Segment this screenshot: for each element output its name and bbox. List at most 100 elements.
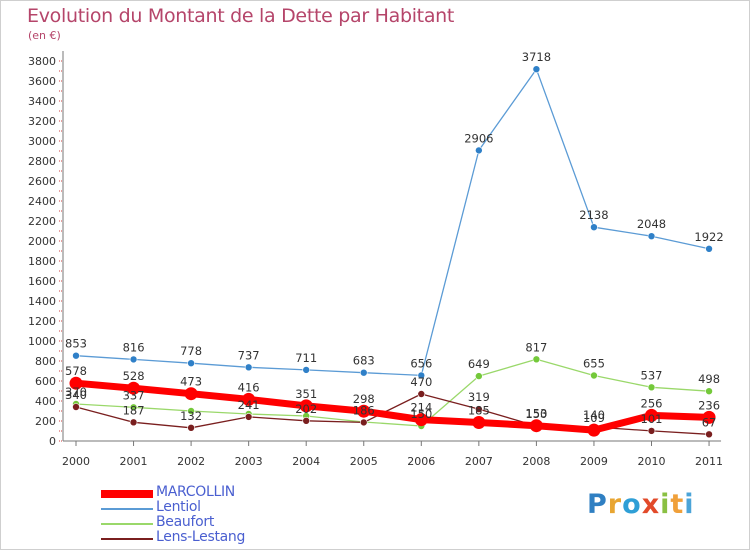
data-label: 655: [583, 357, 605, 371]
y-tick-label: 3600: [28, 75, 56, 88]
data-label: 3718: [522, 50, 551, 64]
data-label: 153: [525, 407, 547, 421]
legend-label: Lens-Lestang: [156, 529, 246, 545]
y-tick-label: 3400: [28, 95, 56, 108]
point-lens-lestang: [72, 403, 80, 411]
data-label: 109: [583, 411, 605, 425]
y-tick-label: 200: [35, 415, 56, 428]
point-beaufort: [532, 355, 541, 364]
data-label: 2048: [637, 217, 666, 231]
data-label: 256: [641, 396, 663, 410]
x-tick-label: 2001: [120, 455, 148, 468]
data-label: 214: [410, 401, 432, 415]
data-label: 537: [641, 368, 663, 382]
point-lentiol: [705, 245, 713, 253]
y-tick-label: 400: [35, 395, 56, 408]
y-tick-label: 1200: [28, 315, 56, 328]
axes: 0 200 400 600 800 1000 1200 1400 1600 1800 2000 220…: [28, 51, 723, 468]
point-lentiol: [187, 359, 195, 368]
point-lentiol: [302, 366, 311, 374]
point-lens-lestang: [359, 418, 368, 427]
data-label: 241: [238, 398, 260, 412]
x-tick-label: 2010: [638, 455, 666, 468]
data-label: 101: [641, 412, 663, 426]
data-label: 470: [410, 375, 432, 389]
data-label: 236: [698, 398, 720, 412]
data-label: 649: [468, 357, 490, 371]
point-marcollin: [184, 387, 198, 401]
point-marcollin: [529, 419, 543, 433]
data-label: 187: [123, 403, 145, 417]
data-label: 370: [65, 385, 87, 399]
point-beaufort: [590, 371, 598, 380]
y-tick-label: 2000: [28, 235, 56, 248]
point-beaufort: [705, 387, 713, 396]
x-tick-label: 2009: [580, 455, 608, 468]
point-lentiol: [359, 368, 368, 377]
x-tick-label: 2003: [235, 455, 263, 468]
data-label: 578: [65, 364, 87, 378]
point-marcollin: [299, 399, 313, 413]
x-tick-label: 2008: [522, 455, 550, 468]
x-tick-label: 2007: [465, 455, 493, 468]
data-label: 817: [525, 340, 547, 354]
data-label: 132: [180, 409, 202, 423]
point-lens-lestang: [302, 416, 311, 425]
x-tick-label: 2002: [177, 455, 205, 468]
data-label: 2906: [464, 131, 493, 145]
data-label: 337: [123, 388, 145, 402]
series-lines: [69, 65, 716, 439]
proxiti-logo: Proxiti: [587, 489, 695, 520]
data-label: 1922: [694, 230, 723, 244]
point-lens-lestang: [647, 427, 656, 435]
y-tick-label: 600: [35, 375, 56, 388]
chart-title: Evolution du Montant de la Dette par Hab…: [27, 5, 455, 27]
data-label: 186: [353, 403, 375, 417]
point-marcollin: [127, 381, 141, 395]
point-lentiol: [72, 351, 80, 360]
data-label: 67: [702, 415, 717, 429]
series-line-lentiol: [75, 68, 710, 377]
point-lentiol: [532, 65, 541, 73]
point-lens-lestang: [129, 418, 138, 427]
data-label: 185: [468, 404, 490, 418]
y-tick-label: 800: [35, 355, 56, 368]
y-tick-label: 0: [49, 435, 56, 448]
chart-subtitle: (en €): [28, 29, 61, 42]
y-tick-label: 1600: [28, 275, 56, 288]
point-marcollin: [645, 408, 658, 422]
data-label: 298: [353, 392, 375, 406]
point-beaufort: [475, 372, 483, 380]
point-beaufort: [187, 407, 195, 415]
y-tick-label: 3000: [28, 135, 56, 148]
y-tick-label: 1400: [28, 295, 56, 308]
legend-label: Lentiol: [156, 499, 201, 515]
y-tick-label: 3200: [28, 115, 56, 128]
point-marcollin: [472, 416, 486, 429]
point-lentiol: [417, 371, 426, 380]
point-marcollin: [414, 413, 428, 427]
point-lens-lestang: [475, 405, 483, 413]
y-tick-label: 2600: [28, 175, 56, 188]
x-tick-label: 2005: [350, 455, 378, 468]
legend-label: MARCOLLIN: [156, 484, 235, 500]
y-tick-label: 3800: [28, 55, 56, 68]
y-tick-label: 2800: [28, 155, 56, 168]
data-labels: 853 816 778 737 711 683 656 2906 3718 2138 2048 192…: [65, 50, 724, 429]
point-marcollin: [702, 410, 716, 424]
data-label: 473: [180, 375, 202, 389]
data-label: 683: [353, 354, 375, 368]
point-marcollin: [587, 423, 601, 437]
data-label: 150: [410, 407, 432, 421]
data-label: 656: [410, 356, 432, 370]
data-label: 498: [698, 372, 720, 386]
data-label: 528: [123, 369, 145, 383]
series-line-beaufort: [75, 358, 710, 427]
x-tick-label: 2000: [62, 455, 90, 468]
data-label: 319: [468, 390, 490, 404]
point-marcollin: [357, 404, 371, 418]
point-lens-lestang: [187, 423, 195, 432]
point-lens-lestang: [417, 390, 426, 398]
point-lentiol: [244, 363, 253, 372]
